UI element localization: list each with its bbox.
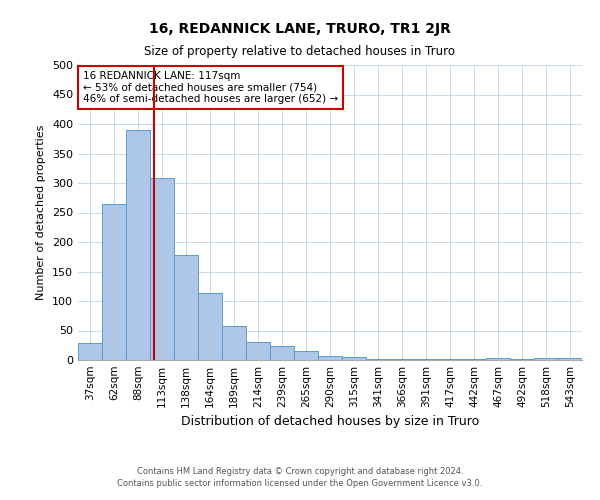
Text: Size of property relative to detached houses in Truro: Size of property relative to detached ho… bbox=[145, 45, 455, 58]
Text: 16, REDANNICK LANE, TRURO, TR1 2JR: 16, REDANNICK LANE, TRURO, TR1 2JR bbox=[149, 22, 451, 36]
Bar bbox=[102, 204, 126, 360]
Bar bbox=[294, 351, 318, 360]
Y-axis label: Number of detached properties: Number of detached properties bbox=[37, 125, 46, 300]
X-axis label: Distribution of detached houses by size in Truro: Distribution of detached houses by size … bbox=[181, 416, 479, 428]
Text: 16 REDANNICK LANE: 117sqm
← 53% of detached houses are smaller (754)
46% of semi: 16 REDANNICK LANE: 117sqm ← 53% of detac… bbox=[83, 71, 338, 104]
Bar bbox=[198, 294, 222, 360]
Bar bbox=[78, 344, 102, 360]
Bar bbox=[150, 178, 174, 360]
Bar bbox=[246, 342, 270, 360]
Bar bbox=[486, 358, 510, 360]
Bar bbox=[318, 356, 342, 360]
Bar bbox=[342, 357, 366, 360]
Bar bbox=[270, 346, 294, 360]
Bar bbox=[558, 358, 582, 360]
Bar bbox=[126, 130, 150, 360]
Text: Contains HM Land Registry data © Crown copyright and database right 2024.
Contai: Contains HM Land Registry data © Crown c… bbox=[118, 466, 482, 487]
Bar bbox=[534, 358, 558, 360]
Bar bbox=[222, 326, 246, 360]
Bar bbox=[174, 255, 198, 360]
